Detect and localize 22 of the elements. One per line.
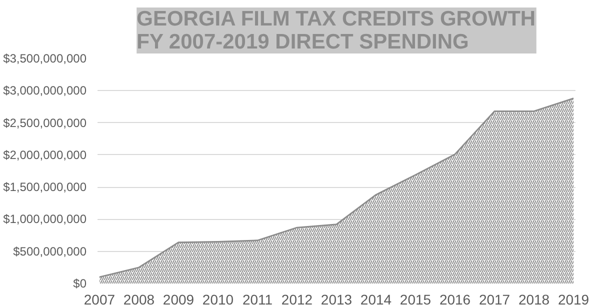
y-tick-label: $3,000,000,000 (3, 84, 87, 98)
x-tick-label: 2019 (558, 292, 590, 307)
x-tick-label: 2016 (439, 292, 471, 307)
y-tick-label: $500,000,000 (13, 244, 87, 258)
x-tick-label: 2008 (123, 292, 155, 307)
x-tick-label: 2015 (400, 292, 432, 307)
y-tick-label: $1,000,000,000 (3, 212, 87, 226)
x-tick-label: 2010 (202, 292, 234, 307)
x-tick-label: 2018 (518, 292, 550, 307)
y-tick-label: $2,500,000,000 (3, 116, 87, 130)
y-tick-label: $0 (73, 276, 87, 290)
x-tick-label: 2017 (478, 292, 510, 307)
x-tick-label: 2011 (242, 292, 273, 307)
x-tick-label: 2009 (162, 292, 194, 307)
chart-title: GEORGIA FILM TAX CREDITS GROWTH FY 2007-2019 DIRECT SPENDING (136, 8, 536, 54)
x-tick-label: 2013 (320, 292, 352, 307)
y-tick-label: $3,500,000,000 (3, 52, 87, 66)
x-tick-label: 2014 (360, 292, 392, 307)
y-tick-label: $2,000,000,000 (3, 148, 87, 162)
x-tick-label: 2007 (84, 292, 116, 307)
y-tick-label: $1,500,000,000 (3, 180, 87, 194)
x-tick-label: 2012 (281, 292, 313, 307)
